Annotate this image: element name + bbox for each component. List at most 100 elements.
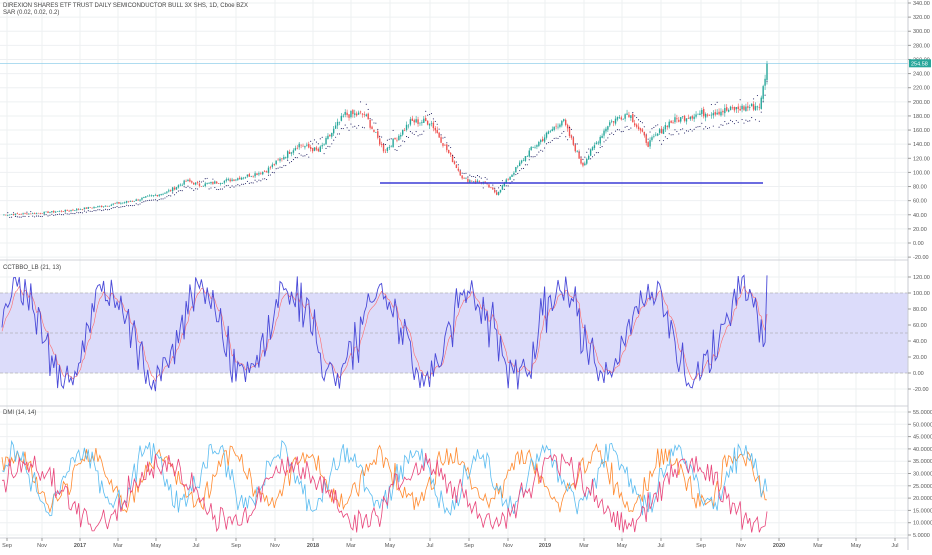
sar-dot — [591, 156, 594, 158]
sar-dot — [630, 127, 632, 129]
candle-body — [655, 134, 657, 136]
candle-body — [407, 125, 410, 127]
sar-dot — [377, 128, 379, 130]
sar-dot — [193, 189, 195, 191]
candle-body — [160, 194, 162, 195]
candle-body — [747, 106, 749, 108]
sar-dot — [731, 121, 734, 123]
candle-body — [332, 128, 335, 134]
sar-dot — [212, 178, 214, 180]
candle-body — [248, 174, 251, 177]
candle-body — [74, 210, 76, 211]
candle-body — [125, 201, 128, 203]
sar-dot — [762, 101, 764, 103]
sar-dot — [482, 187, 484, 189]
axis-tick-label: 10.0000 — [913, 521, 932, 527]
sar-dot — [586, 151, 588, 153]
candle-body — [672, 122, 674, 123]
sar-dot — [267, 174, 270, 176]
sar-dot — [369, 117, 371, 120]
sar-dot — [57, 213, 59, 216]
sar-dot — [106, 209, 109, 211]
sar-dot — [636, 116, 638, 119]
sar-dot — [440, 134, 442, 136]
sar-dot — [394, 149, 396, 151]
candle-body — [701, 110, 703, 114]
sar-dot — [471, 175, 473, 178]
sar-dot — [728, 122, 730, 124]
candle-body — [156, 195, 159, 197]
last-price-label: 254.58 — [911, 61, 928, 67]
sar-dot — [588, 148, 590, 150]
candle-body — [545, 132, 548, 138]
sar-dot — [647, 138, 649, 140]
cci-legend[interactable]: CCTBBO_LB (21, 13) — [3, 265, 62, 271]
sar-dot — [396, 149, 398, 152]
sar-dot — [637, 119, 640, 121]
candle-body — [681, 116, 684, 117]
candle-body — [139, 199, 141, 201]
candle-body — [622, 119, 624, 120]
time-axis: Sep Nov 2017 Mar May Jul Sep Nov 2018 Mar May Jul Se… — [2, 538, 899, 549]
x-tick-label: Sep — [696, 543, 706, 549]
candle-body — [214, 181, 216, 184]
sar-dot — [465, 172, 467, 174]
sar-dot — [561, 132, 563, 134]
candle-body — [603, 130, 605, 136]
sar-dot — [229, 186, 231, 188]
candle-body — [348, 114, 350, 118]
candle-body — [28, 213, 30, 215]
cci-signal-line — [1, 285, 768, 382]
candle-body — [722, 111, 724, 113]
sar-dot — [361, 126, 364, 128]
dmi-legend[interactable]: DMI (14, 14) — [3, 410, 37, 416]
sar-dot — [162, 198, 164, 200]
candle-body — [210, 181, 212, 184]
sar-dot — [340, 128, 342, 130]
sar-dot — [457, 164, 459, 166]
sar-dot — [235, 185, 237, 187]
sar-dot — [446, 142, 448, 144]
candle-body — [411, 118, 414, 121]
sar-dot — [499, 184, 502, 187]
candle-body — [283, 157, 285, 160]
sar-dot — [227, 184, 229, 186]
axis-tick-label: -20.00 — [913, 255, 929, 261]
sar-legend[interactable]: SAR (0.02, 0.02, 0.2) — [3, 10, 60, 16]
sar-dot — [553, 137, 555, 139]
candle-body — [657, 133, 659, 136]
candle-body — [762, 86, 764, 99]
sar-dot — [189, 187, 191, 189]
candle-body — [219, 183, 222, 184]
candle-body — [10, 214, 13, 215]
sar-dot — [333, 139, 335, 141]
sar-dot — [444, 136, 446, 138]
sar-dot — [296, 157, 298, 159]
axis-tick-label: 55.0000 — [913, 410, 932, 416]
sar-dot — [524, 164, 526, 166]
axis-tick-label: 40.00 — [913, 213, 927, 219]
candle-body — [256, 173, 258, 175]
candle-body — [51, 211, 53, 213]
candle-body — [685, 118, 688, 122]
sar-dot — [239, 185, 241, 187]
sar-dot — [766, 80, 768, 82]
candle-body — [3, 214, 5, 216]
candle-body — [662, 129, 665, 134]
sar-dot — [611, 132, 613, 134]
candle-body — [202, 185, 205, 187]
candle-body — [47, 211, 49, 213]
sar-dot — [225, 185, 227, 187]
candle-body — [95, 207, 97, 208]
candle-body — [185, 180, 187, 182]
sar-dot — [101, 210, 103, 212]
x-tick-label: Sep — [2, 543, 12, 549]
sar-dot — [649, 131, 651, 133]
candle-body — [56, 211, 59, 212]
sar-dot — [95, 210, 97, 212]
sar-dot — [20, 216, 22, 218]
candle-body — [551, 129, 553, 131]
sar-dot — [233, 186, 235, 188]
candle-body — [591, 147, 594, 151]
